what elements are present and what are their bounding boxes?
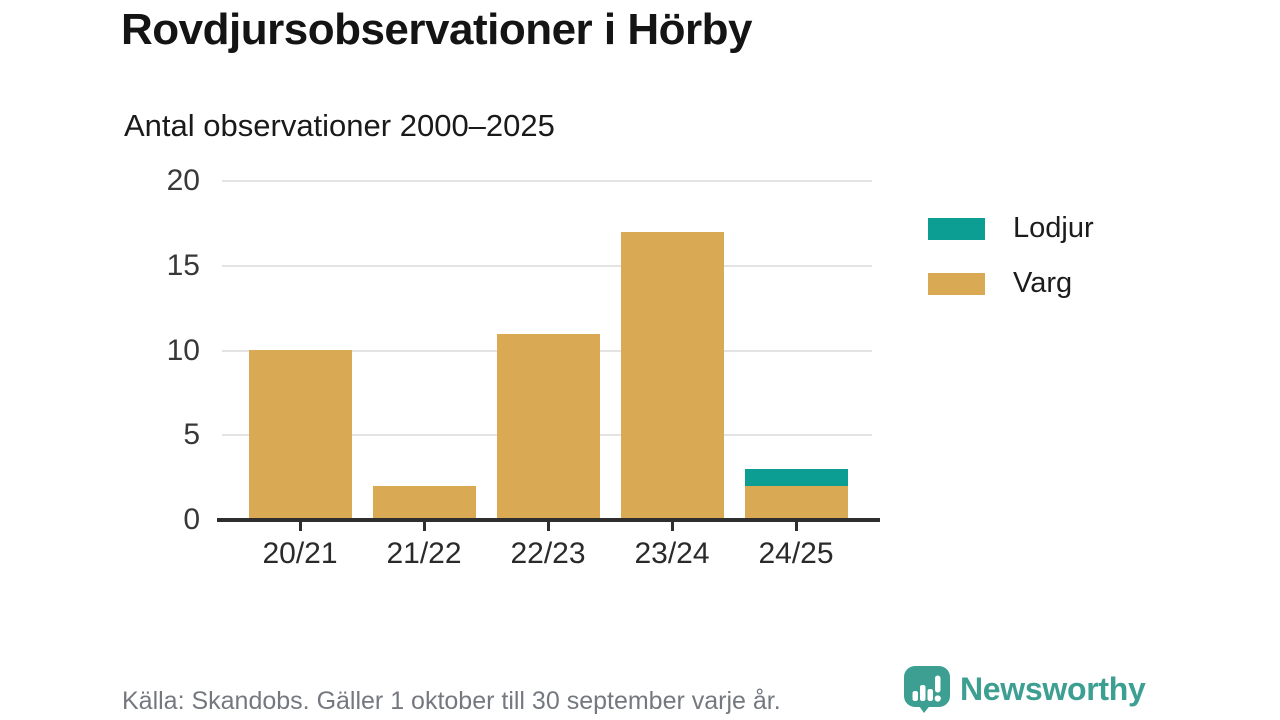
y-axis-label-10: 10: [166, 333, 200, 367]
bar-segment-varg-22/23: [496, 334, 600, 520]
legend-swatch-lodjur: [928, 217, 985, 240]
gridline-15: [222, 264, 872, 267]
newsworthy-logo-icon: [904, 666, 950, 713]
y-axis-label-15: 15: [166, 248, 200, 282]
x-axis-label-23/24: 23/24: [634, 537, 710, 570]
chart-subtitle: Antal observationer 2000–2025: [124, 108, 555, 143]
x-axis-tick-20/21: [298, 522, 302, 531]
legend: Lodjur Varg: [928, 214, 1094, 324]
bar-segment-lodjur-24/25: [744, 469, 848, 486]
x-axis-tick-22/23: [546, 522, 550, 531]
legend-label: Varg: [1013, 267, 1073, 299]
newsworthy-logo-text: Newsworthy: [960, 671, 1146, 707]
bar-segment-varg-24/25: [744, 486, 848, 520]
x-axis-label-22/23: 22/23: [510, 537, 586, 570]
x-axis-tick-24/25: [794, 522, 798, 531]
legend-swatch-varg: [928, 272, 985, 295]
y-axis-label-20: 20: [166, 164, 200, 197]
bar-segment-varg-21/22: [372, 486, 476, 520]
legend-item-lodjur: Lodjur: [928, 214, 1094, 243]
legend-item-varg: Varg: [928, 269, 1094, 298]
newsworthy-logo: Newsworthy: [903, 665, 1146, 713]
page-title: Rovdjursobservationer i Hörby: [121, 5, 752, 54]
x-axis-label-21/22: 21/22: [386, 537, 462, 570]
x-axis-line: [217, 518, 880, 522]
x-axis-tick-21/22: [422, 522, 426, 531]
x-axis-label-24/25: 24/25: [758, 537, 834, 570]
x-axis-label-20/21: 20/21: [262, 537, 338, 570]
legend-label: Lodjur: [1013, 212, 1094, 244]
bar-segment-varg-23/24: [620, 232, 724, 520]
gridline-20: [222, 180, 872, 182]
bar-segment-varg-20/21: [248, 350, 352, 520]
y-axis-label-5: 5: [183, 418, 200, 452]
source-note: Källa: Skandobs. Gäller 1 oktober till 3…: [122, 687, 781, 715]
y-axis-label-0: 0: [183, 503, 200, 536]
x-axis-tick-23/24: [670, 522, 674, 531]
